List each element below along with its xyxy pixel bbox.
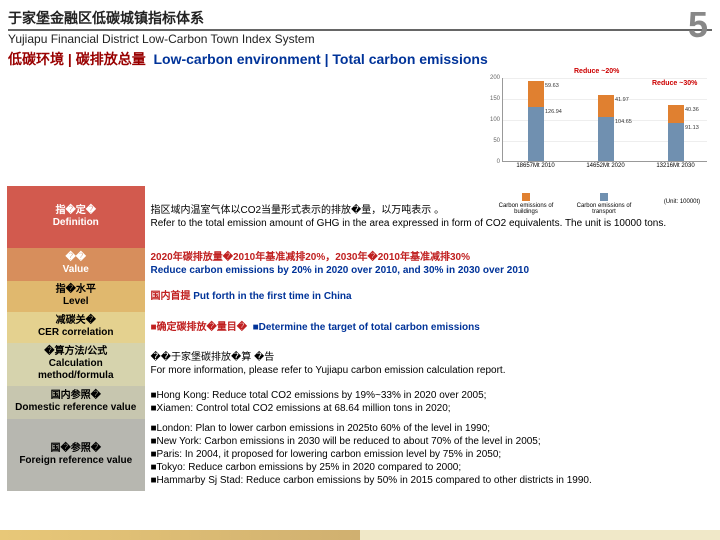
for-v4: ■Tokyo: Reduce carbon emissions by 25% i…	[150, 462, 461, 473]
bar-group: 41.97 104.65	[598, 95, 614, 161]
header: 于家堡金融区低碳城镇指标体系 Yujiapu Financial Distric…	[0, 0, 720, 69]
val-cn: 2020年碳排放量�2010年基准减排20%，2030年�2010年基准减排30…	[150, 252, 470, 263]
reduce-label-1: Reduce ~20%	[574, 68, 619, 75]
y-tick: 100	[487, 117, 500, 123]
y-tick: 0	[487, 159, 500, 165]
bar-group: 59.63 126.94	[528, 81, 544, 161]
for-v5: ■Hammarby Sj Stad: Reduce carbon emissio…	[150, 475, 591, 486]
bar-transport: 104.65	[598, 117, 614, 161]
legend-buildings-label: Carbon emissions of buildings	[499, 203, 554, 215]
chart-area: 59.63 126.94 41.97 104.65 40.36 91.13	[502, 78, 707, 162]
lvl-lbl-en: Level	[63, 296, 89, 307]
dom-lbl-en: Domestic reference value	[15, 402, 136, 413]
cer-lbl-en: CER correlation	[38, 327, 114, 338]
footer-bar	[0, 530, 720, 540]
page-number: 5	[688, 4, 708, 46]
calc-label: �算方法/公式Calculation method/formula	[7, 343, 145, 386]
bar-buildings: 41.97	[598, 95, 614, 117]
legend-transport-label: Carbon emissions of transport	[577, 203, 632, 215]
for-lbl-en: Foreign reference value	[19, 455, 132, 466]
bar-value: 104.65	[615, 119, 632, 125]
bar-group: 40.36 91.13	[668, 105, 684, 161]
bar-value: 59.63	[545, 83, 559, 89]
y-tick: 200	[487, 75, 500, 81]
index-table: 指�定�Definition 指区域内温室气体以CO2当量形式表示的排放�量，以…	[6, 185, 714, 491]
level-label: 指�水平Level	[7, 281, 145, 312]
foreign-label: 国�参照�Foreign reference value	[7, 419, 145, 491]
for-v2: ■New York: Carbon emissions in 2030 will…	[150, 436, 540, 447]
x-tick: 18657Mt 2010	[513, 163, 558, 169]
dom-v2: ■Xiamen: Control total CO2 emissions at …	[150, 403, 450, 414]
domestic-label: 国内参照�Domestic reference value	[7, 386, 145, 419]
subtitle-en: Low-carbon environment | Total carbon em…	[153, 51, 487, 67]
val-lbl-cn: ��	[65, 252, 86, 263]
bar-transport: 91.13	[668, 123, 684, 161]
bar-transport: 126.94	[528, 107, 544, 161]
val-lbl-en: Value	[63, 264, 89, 275]
y-tick: 50	[487, 138, 500, 144]
def-val-cn: 指区域内温室气体以CO2当量形式表示的排放�量，以万吨表示 。	[150, 205, 444, 216]
for-lbl-cn: 国�参照�	[50, 443, 101, 454]
subtitle-cn: 低碳环境 | 碳排放总量	[8, 51, 146, 67]
dom-lbl-cn: 国内参照�	[51, 390, 101, 401]
value-label: ��Value	[7, 248, 145, 281]
cer-value: ■确定碳排放�量目� ■Determine the target of tota…	[145, 312, 714, 343]
calc-lbl-cn: �算方法/公式	[44, 346, 107, 357]
calc-cn: ��于家堡碳排放�算 �告	[150, 352, 274, 363]
legend-transport: Carbon emissions of transport	[574, 193, 634, 215]
chart-legend: Carbon emissions of buildings Carbon emi…	[496, 193, 712, 215]
x-tick: 13216Mt 2030	[653, 163, 698, 169]
cer-cn: ■确定碳排放�量目�	[150, 322, 247, 333]
cer-label: 减碳关�CER correlation	[7, 312, 145, 343]
legend-unit-label: (Unit: 10000t)	[664, 199, 700, 205]
calc-value: ��于家堡碳排放�算 �告 For more information, pleas…	[145, 343, 714, 386]
y-tick: 150	[487, 96, 500, 102]
cer-lbl-cn: 减碳关�	[56, 315, 96, 326]
swatch-icon	[600, 193, 608, 201]
def-val-en: Refer to the total emission amount of GH…	[150, 218, 666, 229]
subtitle: 低碳环境 | 碳排放总量 Low-carbon environment | To…	[8, 49, 712, 69]
val-en: Reduce carbon emissions by 20% in 2020 o…	[150, 265, 529, 276]
swatch-icon	[522, 193, 530, 201]
calc-lbl-en: Calculation method/formula	[38, 358, 114, 381]
title-cn: 于家堡金融区低碳城镇指标体系	[8, 8, 712, 31]
title-en: Yujiapu Financial District Low-Carbon To…	[8, 32, 712, 46]
for-v3: ■Paris: In 2004, it proposed for lowerin…	[150, 449, 501, 460]
def-lbl-en: Definition	[53, 217, 99, 228]
value-cell: 2020年碳排放量�2010年基准减排20%，2030年�2010年基准减排30…	[145, 248, 714, 281]
for-v1: ■London: Plan to lower carbon emissions …	[150, 423, 490, 434]
dom-v1: ■Hong Kong: Reduce total CO2 emissions b…	[150, 390, 486, 401]
bar-value: 126.94	[545, 109, 562, 115]
calc-en: For more information, please refer to Yu…	[150, 365, 505, 376]
bar-value: 41.97	[615, 97, 629, 103]
lvl-lbl-cn: 指�水平	[56, 284, 96, 295]
legend-buildings: Carbon emissions of buildings	[496, 193, 556, 215]
cer-en: ■Determine the target of total carbon em…	[253, 322, 480, 333]
lvl-en: Put forth in the first time in China	[193, 291, 351, 302]
lvl-cn: 国内首提	[150, 291, 190, 302]
domestic-value: ■Hong Kong: Reduce total CO2 emissions b…	[145, 386, 714, 419]
definition-label: 指�定�Definition	[7, 186, 145, 248]
level-value: 国内首提 Put forth in the first time in Chin…	[145, 281, 714, 312]
emissions-chart: Reduce ~20% Reduce ~30% 200150100500 59.…	[484, 72, 714, 187]
bar-value: 91.13	[685, 125, 699, 131]
def-lbl-cn: 指�定�	[55, 205, 96, 216]
x-tick: 14652Mt 2020	[583, 163, 628, 169]
foreign-value: ■London: Plan to lower carbon emissions …	[145, 419, 714, 491]
bar-buildings: 40.36	[668, 105, 684, 123]
bar-buildings: 59.63	[528, 81, 544, 107]
bar-value: 40.36	[685, 107, 699, 113]
legend-unit: (Unit: 10000t)	[652, 193, 712, 215]
